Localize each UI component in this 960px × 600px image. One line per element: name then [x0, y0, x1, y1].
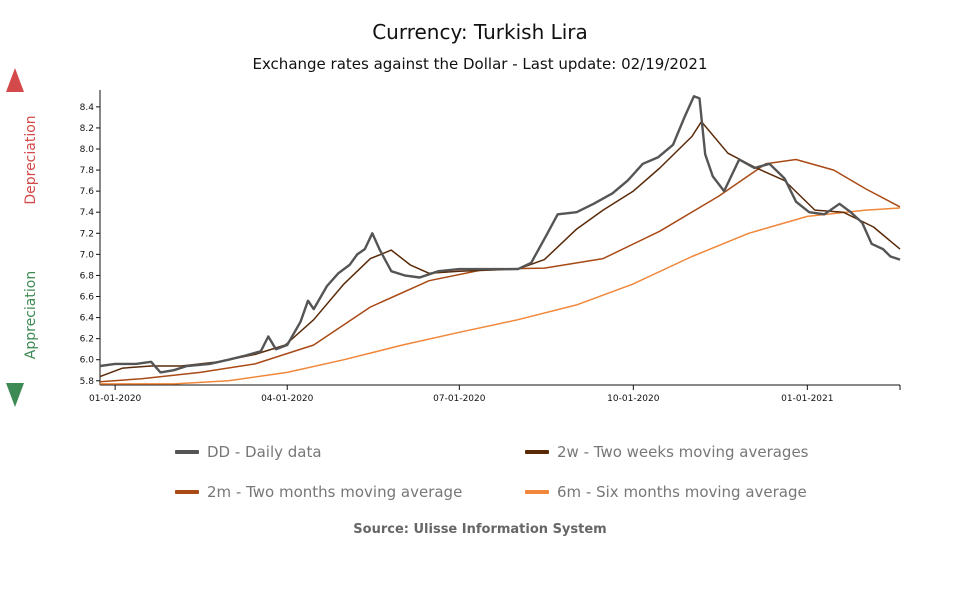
legend-label-daily-data: DD - Daily data	[207, 443, 322, 461]
y-tick-label: 6.0	[80, 356, 95, 366]
x-tick-label: 04-01-2020	[261, 394, 314, 404]
series-line-two-months	[99, 158, 901, 383]
y-tick-label: 7.8	[80, 166, 95, 176]
legend-item-six-months: 6m - Six months moving average	[525, 482, 807, 502]
x-tick-label: 10-01-2020	[607, 394, 660, 404]
y-tick-label: 7.6	[80, 187, 95, 197]
y-tick-label: 5.8	[80, 377, 95, 387]
y-tick-label: 6.2	[80, 335, 94, 345]
legend-item-two-months: 2m - Two months moving average	[175, 482, 462, 502]
series-line-daily-data	[99, 95, 901, 374]
y-tick-label: 8.2	[80, 124, 94, 134]
y-tick-label: 6.6	[80, 293, 95, 303]
legend-label-two-months: 2m - Two months moving average	[207, 483, 463, 501]
series-layer	[99, 95, 901, 385]
chart-title: Currency: Turkish Lira	[372, 20, 588, 44]
legend-swatch-daily-data	[175, 450, 199, 454]
source-note: Source: Ulisse Information System	[353, 522, 607, 537]
x-tick-label: 07-01-2020	[433, 394, 486, 404]
series-line-two-weeks	[99, 120, 901, 378]
y-tick-label: 8.4	[80, 103, 95, 113]
legend-swatch-two-months	[175, 490, 199, 494]
legend-item-daily-data: DD - Daily data	[175, 442, 322, 462]
series-line-six-months	[100, 207, 901, 385]
y-tick-label: 6.4	[80, 314, 95, 324]
x-tick-label: 01-01-2020	[89, 394, 142, 404]
y-tick-label: 7.4	[80, 208, 95, 218]
chart-subtitle: Exchange rates against the Dollar - Last…	[252, 55, 708, 73]
side-indicator: Depreciation Appreciation	[6, 68, 39, 407]
y-tick-label: 8.0	[80, 145, 95, 155]
legend-swatch-six-months	[525, 490, 549, 494]
depreciation-label: Depreciation	[23, 115, 39, 204]
legend-item-two-weeks: 2w - Two weeks moving averages	[525, 442, 809, 462]
legend-label-six-months: 6m - Six months moving average	[557, 483, 807, 501]
x-tick-label: 01-01-2021	[781, 394, 833, 404]
appreciation-label: Appreciation	[23, 271, 39, 359]
legend-label-two-weeks: 2w - Two weeks moving averages	[557, 443, 809, 461]
y-tick-label: 7.2	[80, 229, 94, 239]
y-tick-label: 6.8	[80, 271, 95, 281]
y-tick-label: 7.0	[80, 250, 95, 260]
appreciation-arrow-icon	[6, 383, 24, 407]
y-axis: 5.8 6.0 6.2 6.4 6.6 6.8 7.0 7.2 7.4 7.6 7.8 8.0 8.2 8…	[80, 90, 101, 387]
x-axis: 01-01-2020 04-01-2020 07-01-2020 10-01-2020…	[89, 384, 901, 404]
legend-swatch-two-weeks	[525, 450, 549, 454]
depreciation-arrow-icon	[6, 68, 24, 92]
